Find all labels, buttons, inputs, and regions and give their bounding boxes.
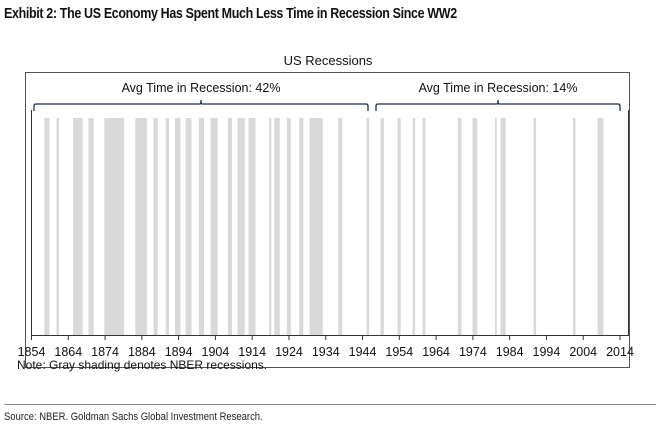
annotation-label-1: Avg Time in Recession: 14% xyxy=(419,81,578,95)
annotation-bracket-1 xyxy=(375,99,621,111)
recession-bar-3 xyxy=(88,118,94,335)
recession-bar-9 xyxy=(185,118,192,335)
x-tick-label-14: 1994 xyxy=(533,345,561,359)
x-tick-label-1: 1864 xyxy=(54,345,82,359)
recession-bar-8 xyxy=(174,118,181,335)
recession-bar-2 xyxy=(73,118,83,335)
x-axis-ticks: 1854 1864 1874 1884 1894 1904 1914 1924 1934 1944… xyxy=(18,335,634,359)
recession-bar-4 xyxy=(104,118,125,335)
recession-bars xyxy=(44,118,604,335)
x-tick-label-7: 1924 xyxy=(275,345,303,359)
recession-bar-0 xyxy=(44,118,50,335)
x-tick-label-16: 2014 xyxy=(606,345,634,359)
x-tick-label-10: 1954 xyxy=(385,345,413,359)
recession-bar-12 xyxy=(227,118,232,335)
recession-bar-17 xyxy=(286,118,291,335)
chart-note: Note: Gray shading denotes NBER recessio… xyxy=(17,358,267,372)
recession-bar-19 xyxy=(309,118,323,335)
x-tick-label-13: 1984 xyxy=(496,345,524,359)
x-tick-label-12: 1974 xyxy=(459,345,487,359)
x-tick-label-6: 1914 xyxy=(238,345,266,359)
recession-bar-1 xyxy=(56,118,60,335)
recession-bar-24 xyxy=(412,118,416,335)
recession-bar-16 xyxy=(274,118,280,335)
x-tick-label-9: 1944 xyxy=(349,345,377,359)
recession-bar-5 xyxy=(135,118,147,335)
recession-bar-10 xyxy=(198,118,204,335)
annotation-bracket-0 xyxy=(33,99,369,111)
recession-bar-26 xyxy=(457,118,462,335)
x-tick-label-2: 1874 xyxy=(91,345,119,359)
footer-divider xyxy=(4,404,656,405)
recession-bar-27 xyxy=(472,118,478,335)
recession-chart: US Recessions Avg Time in Recession: 42%… xyxy=(17,53,634,372)
recession-bar-32 xyxy=(597,118,604,335)
annotation-label-0: Avg Time in Recession: 42% xyxy=(122,81,281,95)
x-tick-label-5: 1904 xyxy=(202,345,230,359)
exhibit-title: Exhibit 2: The US Economy Has Spent Much… xyxy=(4,6,457,22)
source-note: Source: NBER. Goldman Sachs Global Inves… xyxy=(4,411,263,423)
recession-bar-22 xyxy=(380,118,384,335)
recession-bar-15 xyxy=(269,118,272,335)
x-tick-label-4: 1894 xyxy=(165,345,193,359)
recession-bar-29 xyxy=(500,118,506,335)
recession-bar-23 xyxy=(397,118,401,335)
recession-bar-28 xyxy=(494,118,497,335)
recession-bar-6 xyxy=(153,118,158,335)
chart-title: US Recessions xyxy=(284,53,373,68)
x-tick-label-3: 1884 xyxy=(128,345,156,359)
recession-bar-18 xyxy=(299,118,304,335)
recession-bar-21 xyxy=(366,118,370,335)
x-tick-label-0: 1854 xyxy=(18,345,46,359)
x-tick-label-15: 2004 xyxy=(569,345,597,359)
x-tick-label-11: 1964 xyxy=(422,345,450,359)
recession-bar-11 xyxy=(210,118,218,335)
recession-bar-30 xyxy=(533,118,537,335)
x-tick-label-8: 1934 xyxy=(312,345,340,359)
recession-bar-14 xyxy=(248,118,256,335)
recession-bar-7 xyxy=(165,118,170,335)
recession-bar-31 xyxy=(572,118,576,335)
recession-bar-13 xyxy=(237,118,245,335)
recession-bar-20 xyxy=(338,118,343,335)
annotation-brackets: Avg Time in Recession: 42% Avg Time in Re… xyxy=(33,81,621,111)
chart-frame xyxy=(25,72,630,368)
recession-bar-25 xyxy=(422,118,426,335)
